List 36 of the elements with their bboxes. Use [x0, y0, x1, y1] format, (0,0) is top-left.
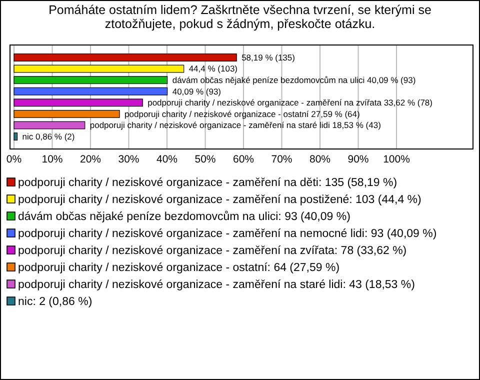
- x-tick-label: 80%: [309, 153, 331, 166]
- bar: [14, 87, 168, 96]
- bar: [14, 110, 120, 118]
- legend-label: podporuji charity / neziskové organizace - zaměření na zvířata: 78 (33,62 %): [18, 245, 407, 257]
- x-tick-label: 90%: [348, 153, 369, 166]
- bar: [14, 132, 18, 140]
- bar: [14, 98, 143, 107]
- x-tick-label: 60%: [232, 153, 254, 166]
- legend-label: podporuji charity / neziskové organizace - zaměření na staré lidi: 43 (18,53 %): [18, 279, 416, 291]
- data-label: nic 0,86 % (2): [22, 132, 75, 142]
- legend-label: podporuji charity / neziskové organizace - zaměření na postižené: 103 (44,4 %): [18, 194, 422, 206]
- bar: [14, 54, 237, 62]
- x-tick-label: 100%: [383, 153, 410, 166]
- bar: [14, 64, 184, 73]
- x-tick-label: 40%: [156, 153, 178, 166]
- x-tick-label: 50%: [194, 153, 216, 166]
- x-tick-label: 30%: [118, 153, 140, 166]
- legend-label: dávám občas nějaké peníze bezdomovcům na ulici: 93 (40,09 %): [18, 210, 351, 223]
- data-label: podporuji charity / neziskové organizace - zaměření na zvířata 33,62 % (78): [148, 98, 433, 108]
- data-label: 40,09 % (93): [172, 86, 222, 96]
- bar: [14, 121, 86, 130]
- x-tick-label: 20%: [80, 153, 102, 166]
- x-tick-label: 70%: [271, 153, 292, 166]
- x-tick-label: 0%: [6, 153, 22, 166]
- data-label: podporuji charity / neziskové organizace - zaměření na staré lidi 18,53 % (43): [90, 120, 382, 130]
- data-label: podporuji charity / neziskové organizace - ostatní 27,59 % (64): [124, 108, 360, 119]
- bar: [14, 76, 168, 84]
- legend-label: podporuji charity / neziskové organizace - zaměření na nemocné lidi: 93 (40,09 %): [18, 228, 437, 240]
- legend-label: podporuji charity / neziskové organizace - zaměření na děti: 135 (58,19 %): [18, 177, 398, 189]
- data-label: 44,4 % (103): [188, 64, 238, 74]
- legend-label: podporuji charity / neziskové organizace - ostatní: 64 (27,59 %): [18, 262, 340, 274]
- data-label: dávám občas nějaké peníze bezdomovcům na ulici 40,09 % (93): [172, 75, 416, 86]
- data-label: 58,19 % (135): [242, 52, 296, 62]
- legend-label: nic: 2 (0,86 %): [18, 296, 92, 308]
- chart-title: Pomáháte ostatním lidem? Zaškrtněte všechna tvrzení, se kterými se ztotožňujete, pokud s žádným, přeskočte otázku.: [48, 3, 432, 31]
- x-tick-label: 10%: [42, 153, 63, 166]
